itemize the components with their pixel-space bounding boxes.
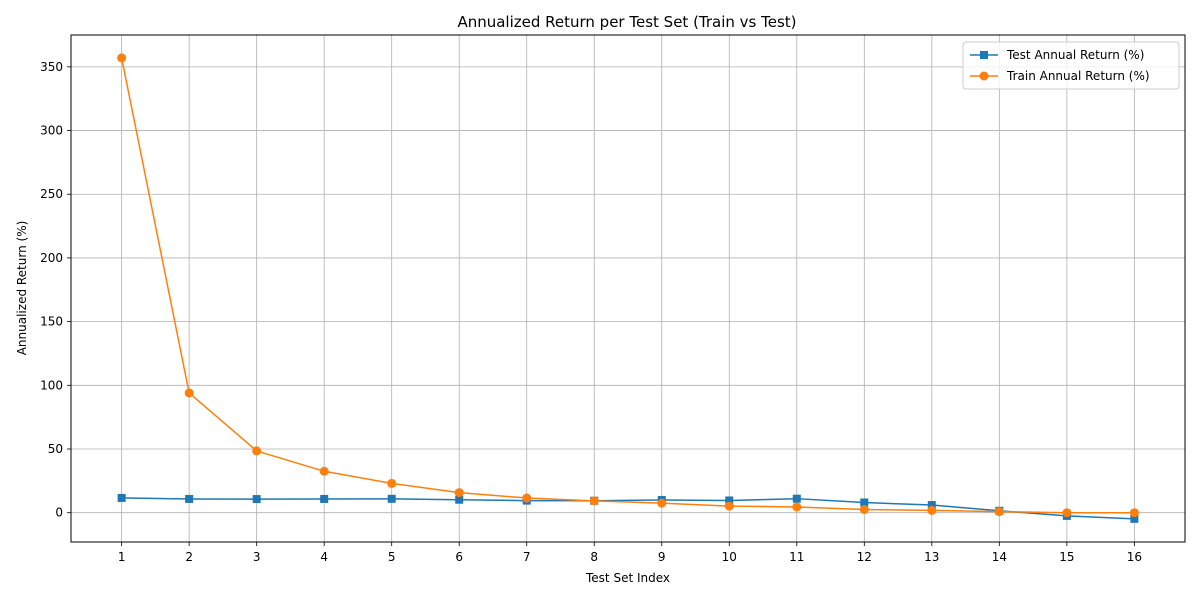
data-point [792,494,801,503]
data-point [657,498,667,508]
series-line [120,57,1135,514]
y-tick-label: 250 [40,187,63,201]
x-tick-label: 4 [320,550,328,564]
y-axis-ticks: 0 50 100 150 200 250 300 350 [40,60,71,520]
x-tick-label: 3 [253,550,261,564]
x-axis-ticks: 1 2 3 4 5 6 7 8 9 10 11 12 13 14 15 16 [118,542,1142,564]
legend-label: Train Annual Return (%) [1006,69,1150,83]
data-point [320,494,329,503]
axes-frame [70,34,1186,543]
x-axis-label: Test Set Index [585,571,670,585]
data-point [859,505,869,515]
x-tick-label: 12 [857,550,872,564]
data-point [252,446,262,456]
legend-label: Test Annual Return (%) [1006,48,1144,62]
series-layer [117,53,1139,523]
y-tick-label: 50 [48,442,63,456]
data-point [927,505,937,515]
data-point [1129,508,1139,518]
x-tick-label: 8 [590,550,598,564]
x-tick-label: 6 [455,550,463,564]
data-point [1130,514,1139,523]
y-tick-label: 150 [40,315,63,329]
data-point [185,494,194,503]
series-line [121,497,1135,520]
legend-marker [980,51,988,59]
series-train [117,53,1139,518]
data-point [319,466,329,476]
data-point [927,501,936,510]
y-tick-label: 200 [40,251,63,265]
data-point [455,495,464,504]
x-tick-label: 16 [1127,550,1142,564]
x-tick-label: 1 [118,550,126,564]
data-point [184,388,194,398]
y-tick-label: 100 [40,378,63,392]
data-point [860,498,869,507]
data-point [454,488,464,498]
data-point [725,496,734,505]
legend-item: Test Annual Return (%) [970,48,1144,62]
y-tick-label: 350 [40,60,63,74]
data-point [117,53,127,63]
data-point [387,478,397,488]
x-tick-label: 2 [185,550,193,564]
y-axis-label: Annualized Return (%) [15,221,29,356]
y-tick-label: 0 [55,506,63,520]
data-point [994,507,1004,517]
x-tick-label: 9 [658,550,666,564]
legend-item: Train Annual Return (%) [970,69,1150,83]
data-point [522,493,532,503]
grid [71,35,1185,542]
y-tick-label: 300 [40,124,63,138]
legend-box [962,41,1180,90]
data-point [589,496,599,506]
data-point [117,493,126,502]
legend-marker [979,71,989,81]
x-tick-label: 13 [924,550,939,564]
x-tick-label: 14 [992,550,1007,564]
legend: Test Annual Return (%) Train Annual Retur… [962,41,1180,90]
x-tick-label: 5 [388,550,396,564]
data-point [792,502,802,512]
x-tick-label: 15 [1059,550,1074,564]
data-point [252,495,261,504]
data-point [724,501,734,511]
x-tick-label: 11 [789,550,804,564]
data-point [1062,508,1072,518]
x-tick-label: 7 [523,550,531,564]
chart-title: Annualized Return per Test Set (Train vs… [457,13,796,31]
x-tick-label: 10 [722,550,737,564]
data-point [387,494,396,503]
